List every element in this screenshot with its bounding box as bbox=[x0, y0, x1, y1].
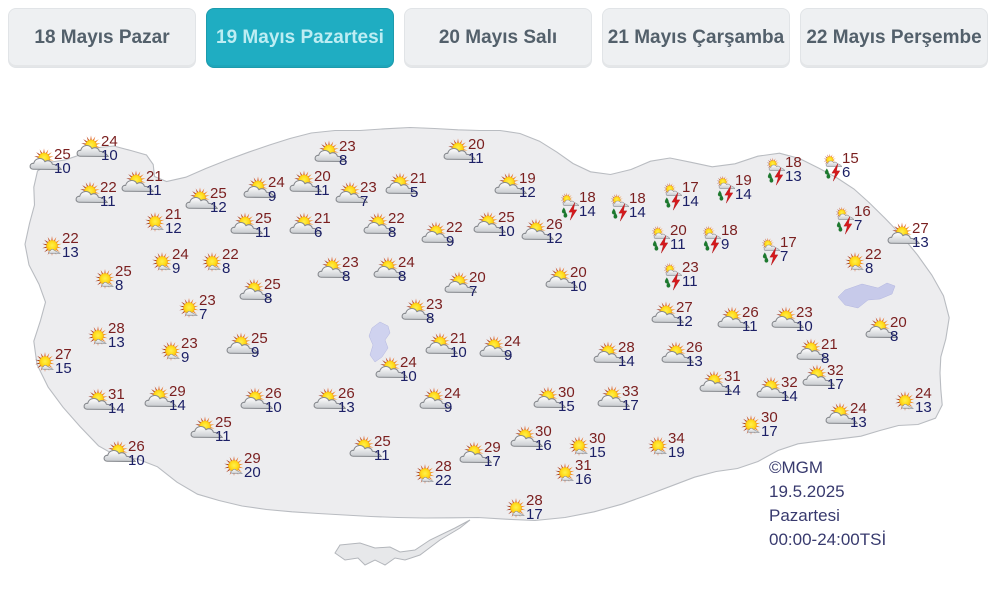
svg-text:14: 14 bbox=[682, 193, 699, 210]
svg-text:14: 14 bbox=[781, 388, 798, 405]
svg-text:9: 9 bbox=[504, 347, 512, 364]
svg-text:7: 7 bbox=[360, 193, 368, 210]
svg-text:12: 12 bbox=[676, 313, 693, 330]
svg-text:10: 10 bbox=[400, 368, 417, 385]
svg-text:13: 13 bbox=[850, 414, 867, 431]
svg-text:8: 8 bbox=[115, 277, 123, 294]
svg-text:6: 6 bbox=[842, 164, 850, 181]
svg-text:22: 22 bbox=[435, 472, 452, 489]
svg-text:14: 14 bbox=[735, 186, 752, 203]
svg-text:14: 14 bbox=[629, 204, 646, 221]
svg-text:9: 9 bbox=[444, 399, 452, 416]
svg-text:12: 12 bbox=[546, 230, 563, 247]
svg-text:13: 13 bbox=[686, 353, 703, 370]
svg-text:17: 17 bbox=[526, 506, 543, 523]
svg-text:8: 8 bbox=[264, 290, 272, 307]
svg-text:9: 9 bbox=[721, 236, 729, 253]
svg-text:19: 19 bbox=[668, 444, 685, 461]
svg-text:15: 15 bbox=[558, 398, 575, 415]
svg-text:8: 8 bbox=[426, 310, 434, 327]
svg-text:11: 11 bbox=[314, 182, 330, 199]
svg-text:20: 20 bbox=[244, 464, 261, 481]
svg-text:13: 13 bbox=[108, 334, 125, 351]
svg-text:10: 10 bbox=[265, 399, 282, 416]
svg-text:5: 5 bbox=[410, 184, 418, 201]
svg-text:17: 17 bbox=[761, 423, 778, 440]
svg-text:16: 16 bbox=[535, 437, 552, 454]
svg-text:14: 14 bbox=[579, 203, 596, 220]
svg-text:11: 11 bbox=[742, 318, 758, 335]
svg-text:13: 13 bbox=[62, 244, 79, 261]
svg-text:11: 11 bbox=[215, 428, 231, 445]
svg-text:10: 10 bbox=[54, 160, 71, 177]
svg-text:14: 14 bbox=[724, 382, 741, 399]
svg-text:11: 11 bbox=[682, 273, 698, 290]
svg-text:10: 10 bbox=[498, 223, 515, 240]
svg-text:8: 8 bbox=[890, 328, 898, 345]
svg-text:14: 14 bbox=[108, 400, 125, 417]
svg-text:15: 15 bbox=[55, 360, 72, 377]
svg-text:13: 13 bbox=[915, 399, 932, 416]
svg-text:17: 17 bbox=[484, 453, 501, 470]
svg-text:7: 7 bbox=[780, 248, 788, 265]
svg-text:11: 11 bbox=[374, 447, 390, 464]
svg-text:12: 12 bbox=[210, 199, 227, 216]
svg-text:13: 13 bbox=[338, 399, 355, 416]
svg-text:6: 6 bbox=[314, 224, 322, 241]
svg-text:17: 17 bbox=[827, 376, 844, 393]
svg-text:9: 9 bbox=[268, 188, 276, 205]
svg-text:8: 8 bbox=[342, 268, 350, 285]
svg-text:11: 11 bbox=[670, 236, 686, 253]
svg-text:11: 11 bbox=[255, 224, 271, 241]
svg-text:10: 10 bbox=[450, 344, 467, 361]
svg-text:7: 7 bbox=[469, 283, 477, 300]
svg-text:8: 8 bbox=[388, 224, 396, 241]
svg-text:9: 9 bbox=[181, 349, 189, 366]
svg-text:17: 17 bbox=[622, 397, 639, 414]
svg-text:12: 12 bbox=[519, 184, 536, 201]
svg-text:8: 8 bbox=[865, 260, 873, 277]
svg-text:14: 14 bbox=[618, 353, 635, 370]
svg-text:9: 9 bbox=[172, 260, 180, 277]
svg-text:10: 10 bbox=[570, 278, 587, 295]
svg-text:11: 11 bbox=[100, 193, 116, 210]
svg-text:8: 8 bbox=[398, 268, 406, 285]
svg-text:10: 10 bbox=[101, 147, 118, 164]
svg-text:7: 7 bbox=[854, 217, 862, 234]
svg-text:14: 14 bbox=[169, 397, 186, 414]
svg-text:9: 9 bbox=[251, 344, 259, 361]
svg-text:11: 11 bbox=[146, 182, 162, 199]
svg-text:9: 9 bbox=[446, 233, 454, 250]
svg-text:16: 16 bbox=[575, 471, 592, 488]
svg-text:8: 8 bbox=[222, 260, 230, 277]
svg-text:13: 13 bbox=[912, 234, 929, 251]
svg-text:10: 10 bbox=[128, 452, 145, 469]
svg-text:12: 12 bbox=[165, 220, 182, 237]
svg-text:13: 13 bbox=[785, 168, 802, 185]
svg-text:11: 11 bbox=[468, 150, 484, 167]
svg-text:10: 10 bbox=[796, 318, 813, 335]
svg-text:8: 8 bbox=[339, 152, 347, 169]
svg-text:7: 7 bbox=[199, 306, 207, 323]
